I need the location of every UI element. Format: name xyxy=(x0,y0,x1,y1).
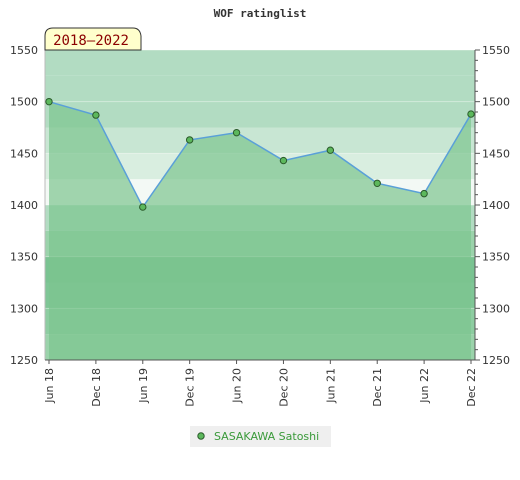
y-tick-label-left: 1250 xyxy=(10,354,38,367)
data-point xyxy=(373,179,381,188)
data-point xyxy=(45,97,53,106)
background-band xyxy=(45,101,475,128)
y-tick-label-left: 1400 xyxy=(10,199,38,212)
y-axis-right-ticks: 1250 1300 1350 1400 1450 1500 1550 xyxy=(475,44,510,367)
chart-title: WOF ratinglist xyxy=(214,7,307,20)
data-point xyxy=(92,111,100,119)
x-tick-label: Dec 19 xyxy=(184,368,197,407)
x-tick-label: Jun 18 xyxy=(43,368,56,404)
y-tick-label-right: 1250 xyxy=(482,354,510,367)
y-tick-label-right: 1400 xyxy=(482,199,510,212)
period-badge-shape xyxy=(44,27,142,51)
data-point xyxy=(467,110,475,118)
legend: SASAKAWA Satoshi xyxy=(190,426,331,447)
data-point xyxy=(232,128,241,137)
period-badge-text: 2018–2022 xyxy=(53,33,129,49)
x-tick-label: Dec 18 xyxy=(90,368,103,407)
x-tick-label: Jun 19 xyxy=(137,368,150,404)
y-tick-label-right: 1300 xyxy=(482,302,510,315)
data-point xyxy=(139,203,147,211)
legend-series-name: SASAKAWA Satoshi xyxy=(214,430,319,443)
x-tick-label: Jun 20 xyxy=(231,368,244,404)
y-tick-label-left: 1300 xyxy=(10,302,38,315)
y-tick-label-right: 1500 xyxy=(482,96,510,109)
legend-marker xyxy=(197,432,205,440)
x-tick-label: Dec 20 xyxy=(277,368,290,407)
data-point xyxy=(326,146,335,154)
y-tick-label-left: 1550 xyxy=(10,44,38,57)
period-badge: 2018–2022 xyxy=(44,27,142,51)
rating-markers xyxy=(45,97,475,211)
y-tick-label-right: 1350 xyxy=(482,251,510,264)
data-point xyxy=(185,136,194,144)
x-axis-ticks: Jun 18 Dec 18 Jun 19 Dec 19 Jun 20 Dec 20 Jun … xyxy=(43,360,478,407)
x-tick-label: Jun 21 xyxy=(324,368,337,404)
rating-line xyxy=(48,100,472,209)
legend-box xyxy=(190,426,331,447)
y-axis-left-ticks: 1250 1300 1350 1400 1450 1500 1550 xyxy=(10,44,38,367)
y-tick-label-left: 1450 xyxy=(10,147,38,160)
y-tick-label-left: 1350 xyxy=(10,251,38,264)
y-tick-label-left: 1500 xyxy=(10,96,38,109)
y-tick-label-right: 1550 xyxy=(482,44,510,57)
x-tick-label: Dec 22 xyxy=(465,368,478,407)
rating-area xyxy=(49,101,471,361)
background-band xyxy=(45,75,475,102)
x-tick-label: Jun 22 xyxy=(418,368,431,404)
data-point xyxy=(279,156,288,165)
data-point xyxy=(420,189,428,198)
y-tick-label-right: 1450 xyxy=(482,147,510,160)
x-tick-label: Dec 21 xyxy=(371,368,384,407)
background-band xyxy=(45,50,475,76)
